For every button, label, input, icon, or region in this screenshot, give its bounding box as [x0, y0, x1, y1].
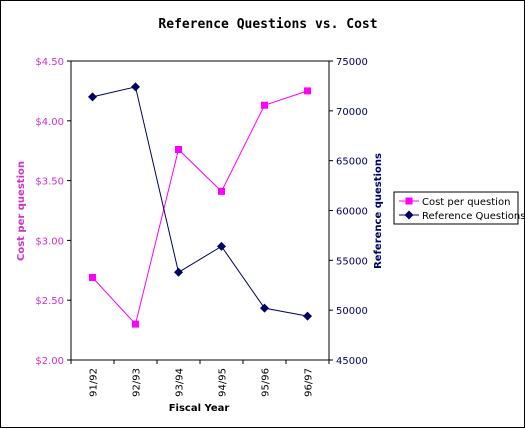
legend: Cost per question Reference Questions [393, 191, 525, 225]
legend-reference-marker [404, 210, 414, 220]
cost-data-point [175, 146, 182, 154]
x-axis-title: Fiscal Year [169, 403, 230, 414]
reference-data-point [303, 311, 312, 321]
cost-series-line [92, 90, 308, 326]
legend-reference-label: Reference Questions [422, 211, 525, 222]
right-tick-label: 75000 [336, 57, 368, 68]
left-tick-label: $3.50 [35, 177, 64, 188]
cost-data-point [218, 187, 225, 195]
right-tick-label: 60000 [336, 207, 368, 218]
plot-area [70, 60, 330, 361]
left-tick-label: $4.50 [35, 57, 64, 68]
legend-box [393, 191, 519, 225]
chart-title: Reference Questions vs. Cost [158, 17, 377, 32]
x-tick-label: 95/96 [261, 368, 272, 397]
right-axis-title: Reference questions [373, 153, 384, 269]
cost-data-point [132, 320, 139, 328]
legend-cost-label: Cost per question [422, 197, 510, 208]
reference-data-point [217, 241, 226, 251]
cost-data-point [304, 87, 311, 95]
x-axis-ticks: 91/92 92/93 93/94 94/95 95/96 96/97 [70, 360, 330, 397]
reference-data-point [260, 303, 269, 313]
x-tick-label: 94/95 [218, 368, 229, 397]
reference-data-point [174, 267, 183, 277]
right-tick-label: 45000 [336, 356, 368, 367]
left-tick-label: $3.00 [35, 236, 64, 247]
right-tick-label: 50000 [336, 306, 368, 317]
x-tick-label: 92/93 [132, 368, 143, 397]
x-tick-label: 96/97 [304, 368, 315, 397]
right-axis-ticks: 45000 50000 55000 60000 65000 70000 75000 [329, 57, 368, 367]
left-axis-ticks: $2.00 $2.50 $3.00 $3.50 $4.00 $4.50 [35, 57, 71, 367]
reference-data-point [88, 92, 97, 102]
cost-data-point [89, 273, 96, 281]
left-tick-label: $4.00 [35, 117, 64, 128]
left-axis-title: Cost per question [16, 161, 27, 261]
series-layer [88, 82, 312, 328]
reference-data-point [131, 82, 140, 92]
reference-series-line [92, 86, 308, 317]
left-tick-label: $2.00 [35, 356, 64, 367]
left-tick-label: $2.50 [35, 296, 64, 307]
cost-data-point [261, 101, 268, 109]
x-tick-label: 93/94 [175, 368, 186, 397]
legend-cost-marker [405, 197, 413, 205]
plot-border [70, 60, 330, 361]
right-tick-label: 70000 [336, 107, 368, 118]
right-tick-label: 65000 [336, 157, 368, 168]
x-tick-label: 91/92 [89, 368, 100, 397]
right-tick-label: 55000 [336, 256, 368, 267]
